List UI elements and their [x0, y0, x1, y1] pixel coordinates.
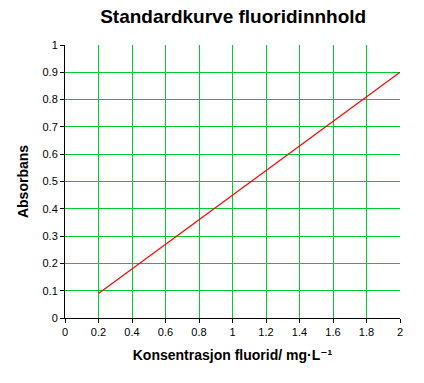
svg-text:0.4: 0.4 — [124, 326, 139, 338]
svg-text:0: 0 — [52, 312, 58, 324]
svg-text:1: 1 — [229, 326, 235, 338]
svg-text:0.4: 0.4 — [43, 203, 58, 215]
svg-text:Konsentrasjon fluorid/ mg·L⁻¹: Konsentrasjon fluorid/ mg·L⁻¹ — [133, 347, 333, 363]
svg-text:0.8: 0.8 — [191, 326, 206, 338]
svg-text:2: 2 — [397, 326, 403, 338]
svg-text:0.2: 0.2 — [91, 326, 106, 338]
svg-text:0.6: 0.6 — [158, 326, 173, 338]
svg-text:1.2: 1.2 — [258, 326, 273, 338]
svg-text:0.2: 0.2 — [43, 257, 58, 269]
svg-text:0.8: 0.8 — [43, 93, 58, 105]
svg-text:0: 0 — [62, 326, 68, 338]
svg-text:0.9: 0.9 — [43, 66, 58, 78]
svg-text:1: 1 — [52, 39, 58, 51]
svg-text:1.8: 1.8 — [359, 326, 374, 338]
svg-text:Absorbans: Absorbans — [15, 145, 31, 218]
svg-text:Standardkurve fluoridinnhold: Standardkurve fluoridinnhold — [100, 6, 366, 27]
svg-text:1.4: 1.4 — [292, 326, 307, 338]
svg-text:0.7: 0.7 — [43, 121, 58, 133]
svg-text:0.3: 0.3 — [43, 230, 58, 242]
svg-text:0.1: 0.1 — [43, 285, 58, 297]
svg-text:1.6: 1.6 — [325, 326, 340, 338]
svg-text:0.5: 0.5 — [43, 175, 58, 187]
svg-text:0.6: 0.6 — [43, 148, 58, 160]
